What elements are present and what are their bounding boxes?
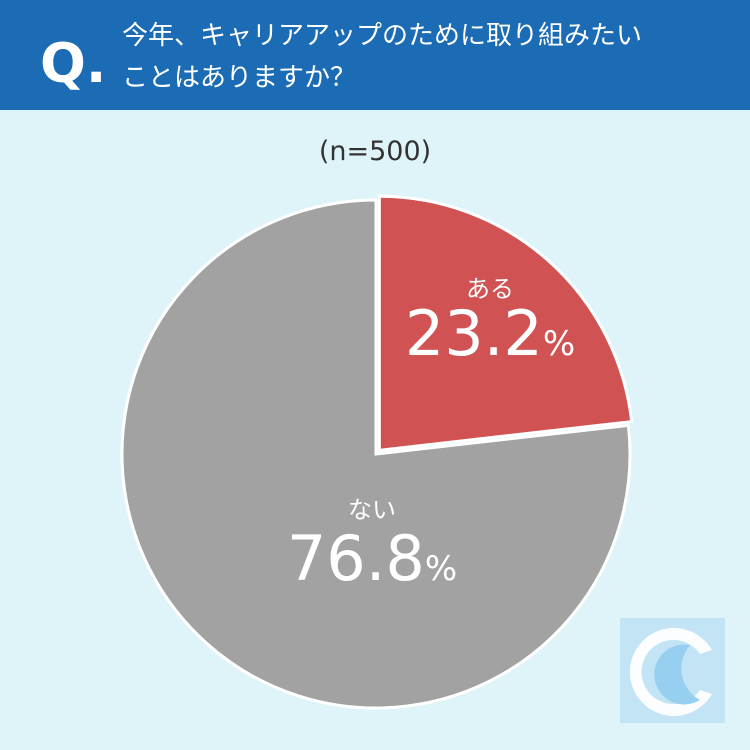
slice-label: ある	[466, 275, 514, 303]
header-band	[0, 0, 750, 110]
pie-slice	[377, 194, 634, 452]
subtitle: (n=500)	[319, 136, 431, 167]
logo-moon	[654, 644, 700, 705]
value-label: 23.2%	[405, 297, 575, 370]
question-line: ことはありますか？	[122, 63, 356, 93]
pie-slice	[120, 198, 632, 710]
question-line: 今年、キャリアアップのために取り組みたい	[122, 21, 642, 51]
logo	[620, 618, 725, 723]
value-label: 76.8%	[287, 522, 457, 595]
q-mark: Q.	[40, 32, 106, 95]
slice-label: ない	[348, 496, 396, 524]
